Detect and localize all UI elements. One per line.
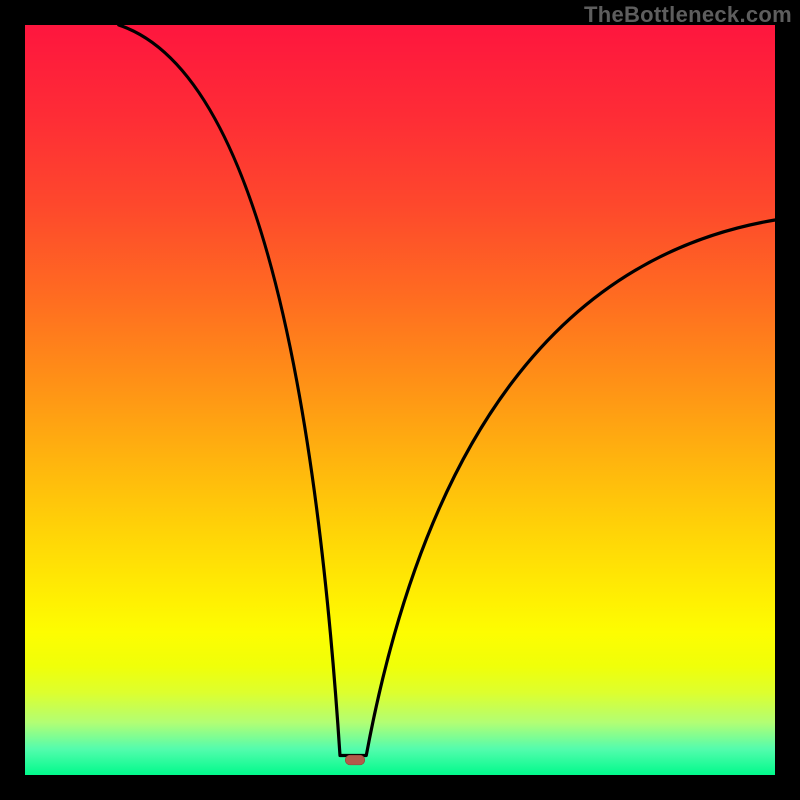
optimum-marker [345,755,365,765]
chart-container: TheBottleneck.com [0,0,800,800]
watermark-text: TheBottleneck.com [584,2,792,28]
plot-background [25,25,775,775]
bottleneck-chart [0,0,800,800]
